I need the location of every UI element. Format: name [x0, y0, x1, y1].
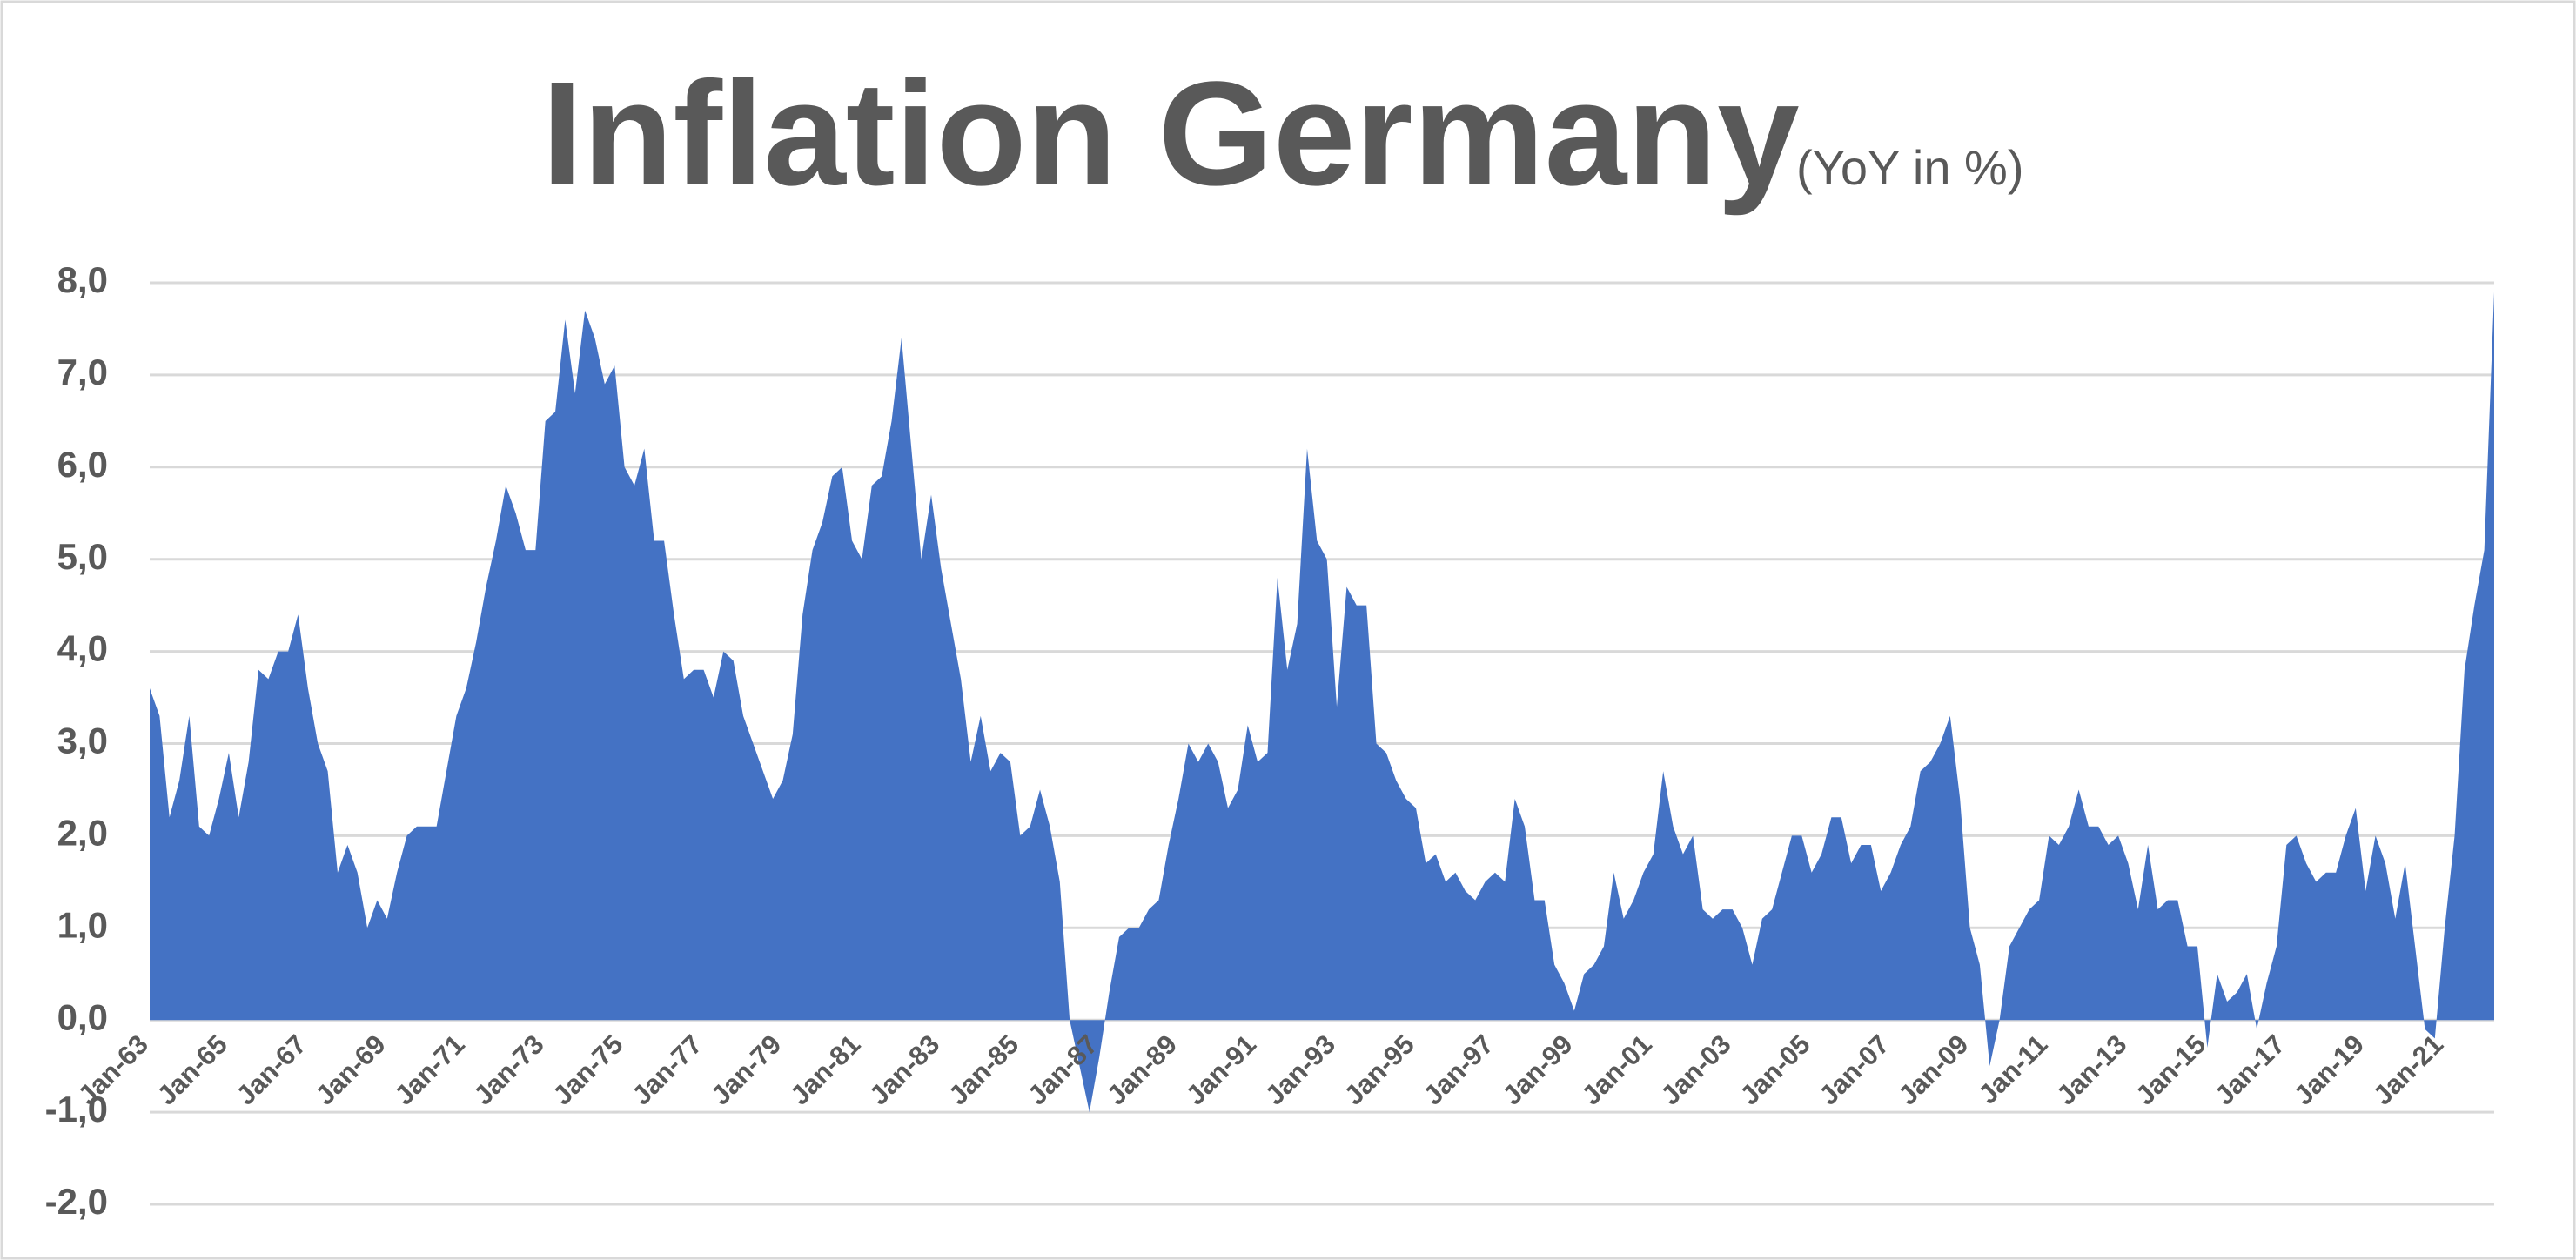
y-tick-label: 8,0 [57, 259, 108, 300]
y-tick-label: -2,0 [45, 1181, 108, 1222]
y-tick-label: -1,0 [45, 1089, 108, 1129]
y-tick-label: 5,0 [57, 536, 108, 577]
y-tick-label: 0,0 [57, 996, 108, 1037]
y-tick-label: 7,0 [57, 352, 108, 392]
y-tick-label: 6,0 [57, 444, 108, 485]
chart-title: Inflation Germany [541, 51, 1799, 217]
area [150, 292, 2494, 1113]
y-tick-label: 1,0 [57, 904, 108, 945]
y-tick-label: 2,0 [57, 812, 108, 853]
chart-subtitle: (YoY in %) [1796, 140, 2024, 195]
y-tick-label: 3,0 [57, 720, 108, 761]
y-tick-label: 4,0 [57, 628, 108, 669]
